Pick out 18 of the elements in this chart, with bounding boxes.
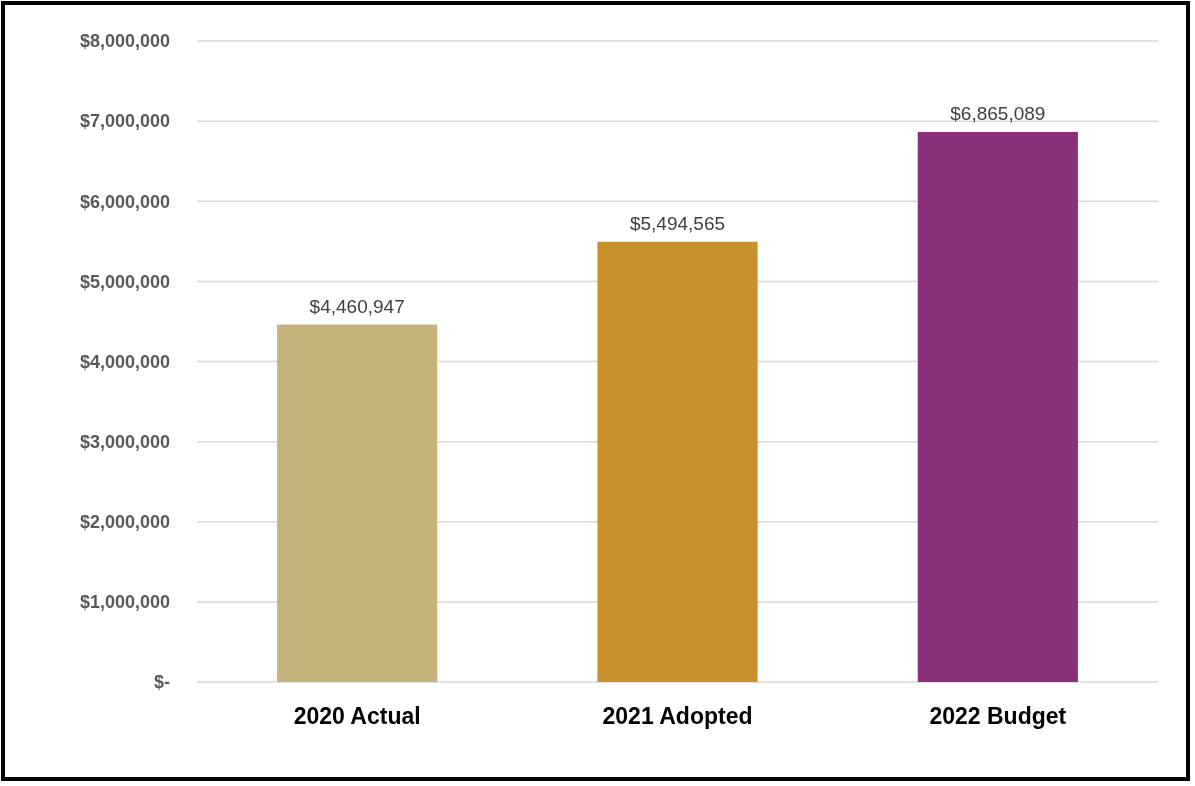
bar bbox=[597, 241, 758, 682]
y-tick-label: $- bbox=[153, 672, 170, 693]
y-tick-label: $8,000,000 bbox=[79, 31, 170, 52]
y-tick-label: $6,000,000 bbox=[79, 191, 170, 212]
y-tick-label: $4,000,000 bbox=[79, 351, 170, 372]
data-label: $6,865,089 bbox=[950, 102, 1046, 124]
y-tick-label: $1,000,000 bbox=[79, 592, 170, 613]
x-tick-label: 2020 Actual bbox=[293, 703, 421, 729]
data-label: $5,494,565 bbox=[629, 212, 726, 234]
y-tick-label: $3,000,000 bbox=[79, 431, 170, 452]
data-label: $4,460,947 bbox=[309, 295, 405, 317]
x-tick-label: 2022 Budget bbox=[929, 703, 1067, 729]
y-tick-label: $7,000,000 bbox=[79, 111, 170, 132]
y-tick-label: $2,000,000 bbox=[79, 512, 170, 533]
bar bbox=[917, 131, 1078, 682]
bar bbox=[277, 324, 438, 682]
x-tick-label: 2021 Adopted bbox=[602, 703, 753, 729]
y-tick-label: $5,000,000 bbox=[79, 271, 170, 292]
